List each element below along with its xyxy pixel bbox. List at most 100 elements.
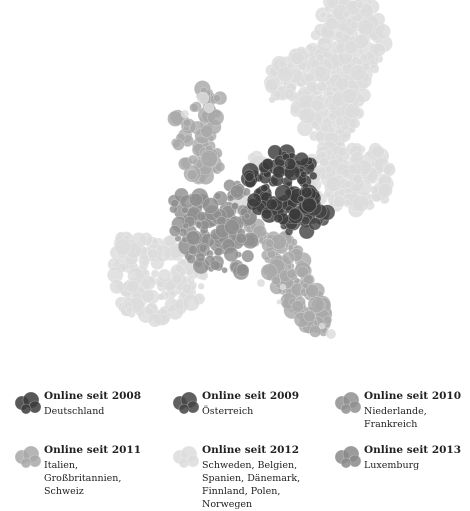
bubble [235,232,247,244]
bubble [114,238,132,256]
bubble [306,43,314,51]
bubble [352,173,363,185]
bubble [349,64,367,82]
bubble [265,198,278,211]
bubble [291,300,304,313]
bubble [147,248,159,260]
bubble [317,36,333,53]
bubble [210,260,221,271]
bubble [141,288,156,303]
bubble [167,110,184,127]
bubble-cluster-icon [172,391,200,415]
bubble [202,197,219,214]
bubble [203,102,215,114]
bubble [349,20,359,30]
bubble [194,220,203,229]
bubble [313,65,328,79]
bubble [244,172,255,182]
bubble [356,1,365,9]
bubble [290,50,305,65]
bubble [188,245,198,255]
bubble [318,322,326,330]
bubble [164,234,177,247]
region-luxembourg [239,207,251,220]
bubble-cluster-icon [334,445,362,469]
bubble [323,315,333,325]
bubble [302,282,309,290]
bubble [224,219,240,235]
bubble [197,282,205,290]
legend-title: Online seit 2008 [44,390,142,402]
bubble [256,278,266,288]
bubble [325,175,342,192]
legend-countries: Österreich [202,406,254,417]
bubble [189,102,199,113]
bubble [361,62,371,72]
bubble [314,130,327,143]
bubble [341,168,352,178]
bubble [181,283,193,294]
legend-countries: Italien, Großbritannien, Schweiz [44,460,122,497]
bubble [147,313,163,328]
bubble [333,195,346,208]
bubble [344,40,359,55]
bubble [207,108,225,126]
bubble [186,169,198,181]
bubble [303,310,316,323]
bubble [268,95,276,104]
bubble [276,66,293,83]
bubble [261,158,275,171]
bubble [288,207,302,221]
bubble [319,172,327,180]
bubble [150,269,160,278]
legend-title: Online seit 2009 [202,390,300,402]
region-poland [303,145,365,213]
bubble [241,249,255,263]
bubble [221,266,228,274]
bubble [355,58,363,66]
icon-bubble [178,403,190,415]
bubble [260,263,278,281]
bubble [186,254,196,264]
bubble [109,279,125,295]
bubble [157,293,165,301]
icon-bubble [340,457,352,469]
bubble [243,212,251,220]
bubble [198,243,208,253]
bubble [260,184,269,193]
bubble [335,77,349,91]
bubble [319,156,330,167]
bubble [325,166,333,174]
bubble [230,184,244,199]
bubble [284,157,297,171]
bubble [174,263,184,273]
bubble [338,188,346,197]
icon-bubble [20,457,32,469]
bubble [200,150,218,168]
bubble [315,52,325,62]
bubble [371,144,385,159]
bubble [301,216,311,226]
bubble [310,120,320,130]
bubble [278,60,286,68]
bubble [214,161,226,173]
bubble [325,16,339,31]
legend-countries: Luxemburg [364,460,420,471]
bubble [306,80,319,93]
bubble [297,195,305,203]
bubble [325,328,337,340]
bubble [196,91,210,105]
bubble [301,197,317,213]
bubble [185,230,201,246]
region-netherlands [223,179,251,202]
bubble [187,154,198,165]
bubble [349,117,361,129]
bubble [172,138,185,151]
bubble [377,182,393,198]
bubble-cluster-icon [14,445,42,469]
bubble [304,72,315,83]
bubble [214,192,222,200]
bubble [323,4,331,12]
bubble [336,155,345,163]
bubble [309,325,322,338]
